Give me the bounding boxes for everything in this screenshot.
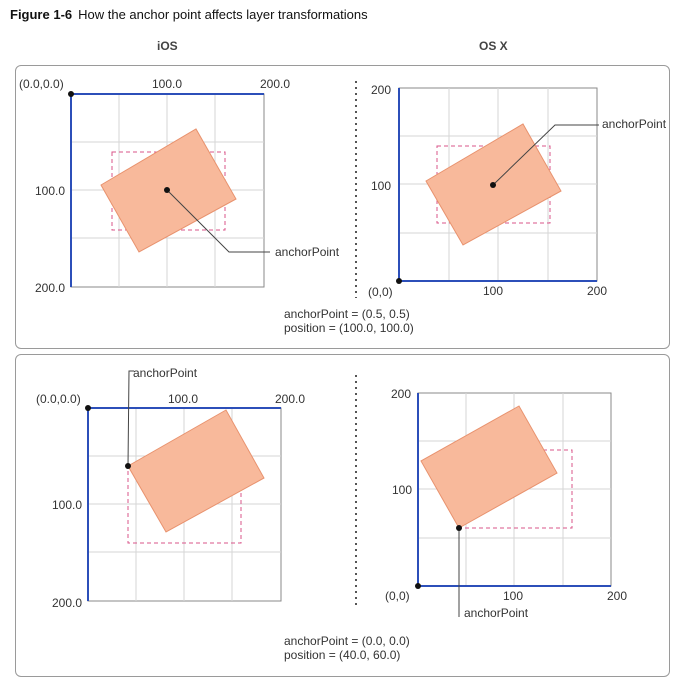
caption-position-1: position = (100.0, 100.0): [284, 321, 414, 335]
osx-y-tick-200-1: 200: [371, 83, 391, 97]
panel-1-diagram: (0.0,0.0) 100.0 200.0 100.0 200.0 anchor…: [19, 77, 667, 299]
figure-title-text: How the anchor point affects layer trans…: [78, 7, 368, 22]
column-header-osx: OS X: [479, 39, 508, 53]
osx-x-tick-200-2: 200: [607, 589, 627, 603]
column-header-ios: iOS: [157, 39, 178, 53]
osx-origin-label-2: (0,0): [385, 589, 410, 603]
osx-x-tick-100-2: 100: [503, 589, 523, 603]
ios-rotated-layer-2: [127, 409, 265, 533]
caption-2: anchorPoint = (0.0, 0.0) position = (40.…: [284, 634, 410, 662]
panel-2-diagram: (0.0,0.0) 100.0 200.0 100.0 200.0 anchor…: [36, 366, 627, 620]
ios-anchor-label-1: anchorPoint: [275, 245, 340, 259]
ios-x-tick-100-2: 100.0: [168, 392, 198, 406]
osx-anchor-label-2: anchorPoint: [464, 606, 529, 620]
osx-y-tick-100-1: 100: [371, 179, 391, 193]
ios-origin-dot-1: [68, 91, 74, 97]
panel-center-anchor: (0.0,0.0) 100.0 200.0 100.0 200.0 anchor…: [15, 65, 670, 349]
ios-grid-1: [68, 91, 265, 288]
ios-y-tick-200-2: 200.0: [52, 596, 82, 610]
ios-anchor-point-1: [164, 187, 170, 193]
osx-y-tick-200-2: 200: [391, 387, 411, 401]
osx-x-tick-100-1: 100: [483, 284, 503, 298]
caption-position-2: position = (40.0, 60.0): [284, 648, 401, 662]
caption-anchor-1: anchorPoint = (0.5, 0.5): [284, 307, 410, 321]
ios-y-tick-100-2: 100.0: [52, 498, 82, 512]
ios-x-tick-200-1: 200.0: [260, 77, 290, 91]
ios-anchor-leader-1: [166, 189, 270, 253]
osx-anchor-label-1: anchorPoint: [602, 117, 667, 131]
caption-anchor-2: anchorPoint = (0.0, 0.0): [284, 634, 410, 648]
ios-x-tick-200-2: 200.0: [275, 392, 305, 406]
ios-anchor-point-2: [125, 463, 131, 469]
ios-anchor-leader-2: [127, 370, 134, 467]
ios-origin-dot-2: [85, 405, 91, 411]
ios-y-tick-200-1: 200.0: [35, 281, 65, 295]
ios-x-tick-100-1: 100.0: [152, 77, 182, 91]
osx-origin-label-1: (0,0): [368, 285, 393, 299]
caption-1: anchorPoint = (0.5, 0.5) position = (100…: [284, 307, 414, 335]
osx-anchor-leader-1: [492, 124, 599, 186]
osx-anchor-point-1: [490, 182, 496, 188]
osx-origin-dot-2: [415, 583, 421, 589]
panel-origin-anchor: (0.0,0.0) 100.0 200.0 100.0 200.0 anchor…: [15, 354, 670, 677]
osx-anchor-point-2: [456, 525, 462, 531]
osx-rotated-layer-2: [420, 405, 558, 529]
ios-origin-label-2: (0.0,0.0): [36, 392, 81, 406]
osx-origin-dot-1: [396, 278, 402, 284]
ios-origin-label-1: (0.0,0.0): [19, 77, 64, 91]
ios-y-tick-100-1: 100.0: [35, 184, 65, 198]
figure-number: Figure 1-6: [10, 7, 73, 22]
figure-title: Figure 1-6 How the anchor point affects l…: [10, 7, 368, 22]
osx-x-tick-200-1: 200: [587, 284, 607, 298]
osx-y-tick-100-2: 100: [392, 483, 412, 497]
ios-anchor-label-2: anchorPoint: [133, 366, 198, 380]
